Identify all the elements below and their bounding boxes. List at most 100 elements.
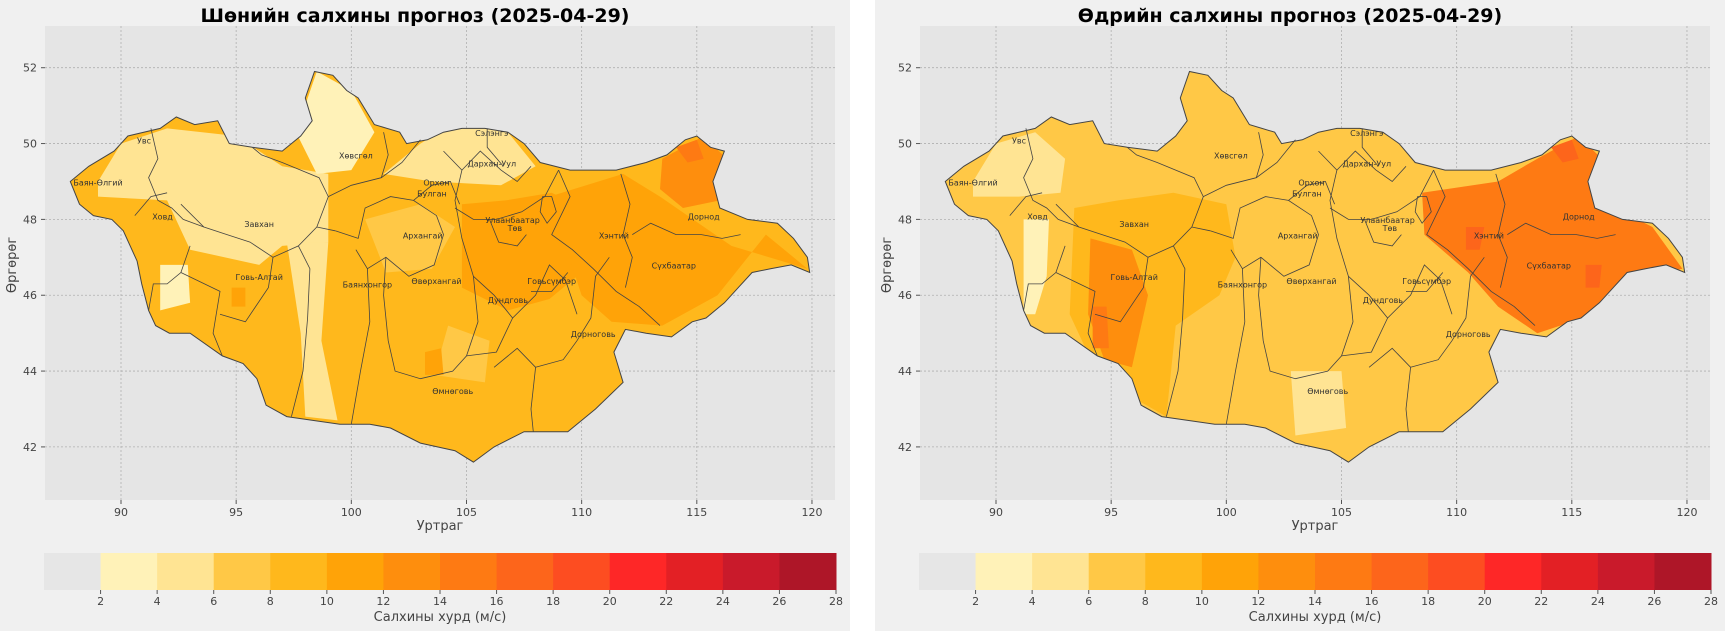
- day-province-boundary-1: [1009, 192, 1043, 216]
- day-colorbar-tick-13: 28: [1704, 595, 1718, 608]
- day-province-boundary-8: [1255, 132, 1264, 178]
- night-colorbar-segment-6: [383, 553, 441, 590]
- night-province-boundary-17: [489, 219, 527, 247]
- night-colorbar-segment-11: [666, 553, 724, 590]
- day-colorbar-tick-0: 2: [972, 595, 979, 608]
- day-colorbar-tick-11: 24: [1591, 595, 1605, 608]
- night-region-label-6: Дархан-Уул: [467, 159, 516, 168]
- night-map-boundaries: [69, 70, 811, 463]
- night-wind-zone-5: [365, 204, 455, 273]
- night-colorbar-segment-9: [553, 553, 611, 590]
- night-region-label-19: Сүхбаатар: [652, 262, 696, 271]
- day-province-boundary-5: [1094, 257, 1149, 323]
- night-wind-zone-12: [231, 287, 246, 307]
- day-colorbar-segment-0: [919, 553, 977, 590]
- night-province-boundary-24: [620, 173, 633, 288]
- night-province-boundary-15: [461, 150, 532, 183]
- day-colorbar-tick-2: 6: [1085, 595, 1092, 608]
- night-region-label-12: Хэнтий: [599, 231, 629, 240]
- day-region-label-19: Сүхбаатар: [1527, 262, 1571, 271]
- day-province-boundary-4: [1055, 272, 1098, 357]
- night-colorbar-segment-13: [779, 553, 837, 590]
- night-x-tick-4: 110: [571, 506, 592, 519]
- night-colorbar-segment-3: [213, 553, 271, 590]
- day-region-label-4: Хөвсгөл: [1214, 152, 1248, 161]
- night-province-boundary-16: [486, 128, 504, 167]
- day-region-label-17: Дундговь: [1363, 296, 1404, 305]
- day-colorbar-segment-1: [975, 553, 1033, 590]
- day-region-label-1: Баян-Өлгий: [948, 178, 997, 187]
- night-region-label-16: Өвөрхангай: [411, 277, 461, 286]
- day-province-boundary-9: [1210, 196, 1319, 277]
- night-forecast-panel: Шөнийн салхины прогноз (2025-04-29) Увс Б…: [0, 0, 850, 631]
- night-colorbar-tick-8: 18: [546, 595, 560, 608]
- night-x-tick-0: 90: [114, 506, 128, 519]
- day-colorbar-segment-10: [1484, 553, 1542, 590]
- day-x-axis-label: Уртраг: [1292, 519, 1339, 534]
- night-region-label-13: Дорнод: [688, 212, 720, 221]
- day-x-tick-6: 120: [1676, 506, 1697, 519]
- night-region-label-17: Дундговь: [488, 296, 529, 305]
- panel-gap: [850, 0, 875, 631]
- night-colorbar-segment-0: [44, 553, 102, 590]
- night-province-boundary-20: [531, 272, 569, 292]
- day-province-boundary-3: [1023, 245, 1066, 311]
- day-colorbar-tick-3: 8: [1142, 595, 1149, 608]
- night-wind-zone-3: [286, 242, 338, 421]
- night-region-label-10: Улаанбаатар: [485, 216, 539, 225]
- night-colorbar-segment-7: [440, 553, 498, 590]
- night-region-label-18: Говьсүмбэр: [527, 277, 576, 286]
- night-wind-zone-2: [296, 71, 375, 174]
- night-province-boundary-3: [148, 245, 191, 311]
- night-region-label-8: Булган: [417, 190, 447, 199]
- day-province-boundary-0: [1023, 128, 1080, 228]
- night-province-boundary-23: [551, 169, 661, 326]
- night-colorbar-label: Салхины хурд (м/с): [374, 610, 507, 625]
- night-province-boundary-11: [350, 268, 371, 425]
- night-wind-zone-11: [425, 348, 444, 375]
- night-x-tick-1: 95: [229, 506, 243, 519]
- day-colorbar-tick-4: 10: [1195, 595, 1209, 608]
- night-region-label-4: Хөвсгөл: [339, 152, 373, 161]
- day-province-boundary-2: [1055, 146, 1204, 258]
- night-wind-zone-6: [461, 192, 582, 311]
- day-y-tick-3: 46: [898, 289, 912, 302]
- night-colorbar-segment-2: [157, 553, 215, 590]
- night-region-labels: Увс Баян-Өлгий Ховд Завхан Хөвсгөл Сэлэнгэ Дар…: [73, 129, 720, 396]
- day-y-tick-5: 42: [898, 441, 912, 454]
- night-region-label-15: Баянхонгор: [343, 281, 392, 290]
- night-province-boundary-18: [473, 264, 578, 319]
- day-province-boundary-14: [1329, 169, 1434, 220]
- day-colorbar-segment-6: [1258, 553, 1316, 590]
- night-wind-zone-7: [549, 173, 808, 326]
- night-y-tick-2: 48: [23, 213, 37, 226]
- day-colorbar-segment-9: [1428, 553, 1486, 590]
- day-x-tick-0: 90: [989, 506, 1003, 519]
- day-chart-title: Өдрийн салхины прогноз (2025-04-29): [1078, 5, 1502, 27]
- night-colorbar-segment-4: [270, 553, 328, 590]
- day-x-tick-3: 105: [1331, 506, 1352, 519]
- day-region-label-11: Төв: [1382, 224, 1398, 233]
- night-province-boundary-14: [454, 169, 559, 220]
- night-province-boundary-25: [632, 222, 741, 239]
- night-province-boundary-4: [180, 272, 223, 357]
- night-colorbar-tick-4: 10: [320, 595, 334, 608]
- night-colorbar-tick-13: 28: [829, 595, 843, 608]
- night-wind-zone-8: [660, 136, 727, 208]
- night-colorbar-segment-1: [100, 553, 158, 590]
- night-y-axis-label: Өргөрөг: [5, 237, 20, 293]
- day-region-label-0: Увс: [1012, 137, 1026, 146]
- night-colorbar-segment-10: [609, 553, 667, 590]
- day-region-labels: Увс Баян-Өлгий Ховд Завхан Хөвсгөл Сэлэнгэ Дар…: [948, 129, 1595, 396]
- day-region-label-5: Сэлэнгэ: [1350, 129, 1383, 138]
- day-wind-zone-0: [973, 132, 1066, 197]
- night-region-label-0: Увс: [137, 137, 151, 146]
- day-region-label-2: Ховд: [1027, 212, 1048, 221]
- day-colorbar-segment-4: [1145, 553, 1203, 590]
- day-province-boundary-23: [1426, 169, 1536, 326]
- day-province-boundary-6: [1166, 245, 1186, 417]
- night-y-tick-3: 46: [23, 289, 37, 302]
- night-wind-zone-0: [98, 128, 329, 265]
- day-y-tick-2: 48: [898, 213, 912, 226]
- day-colorbar-segment-12: [1597, 553, 1655, 590]
